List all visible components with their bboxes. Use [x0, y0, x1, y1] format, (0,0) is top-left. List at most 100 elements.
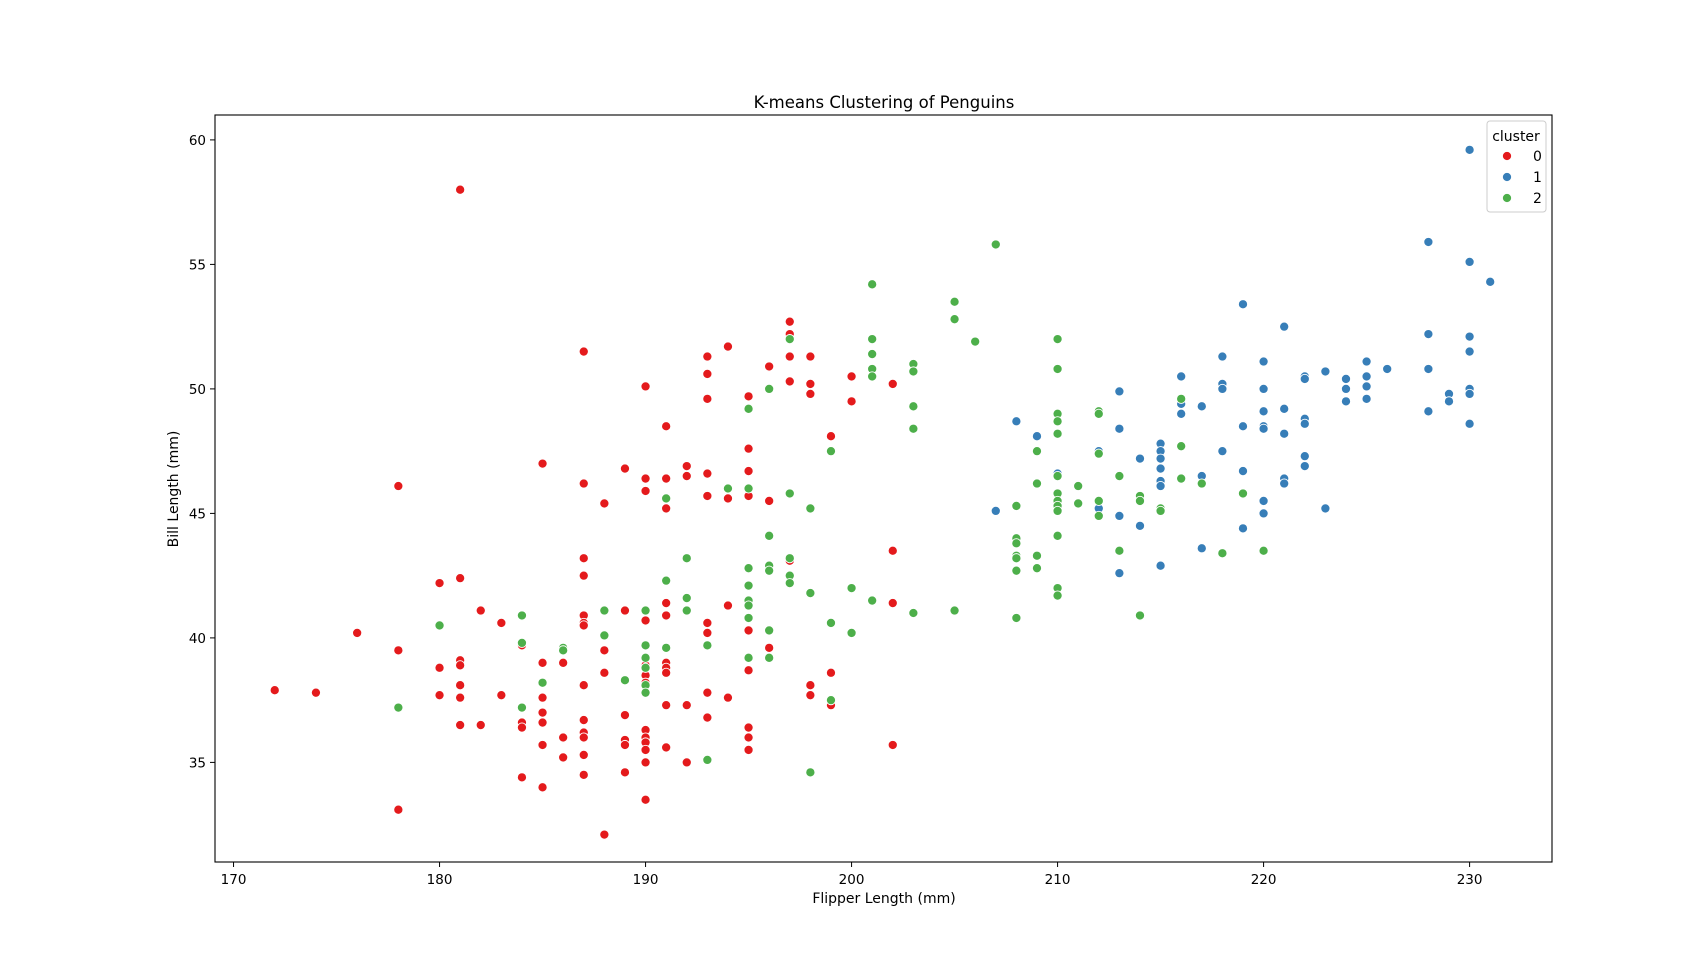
point-cluster-0	[578, 715, 589, 726]
point-cluster-1	[1258, 406, 1269, 417]
legend-marker-2	[1501, 192, 1513, 204]
point-cluster-2	[1052, 416, 1063, 427]
point-cluster-2	[1114, 470, 1125, 482]
point-cluster-0	[455, 184, 466, 195]
point-cluster-1	[1176, 408, 1187, 419]
point-cluster-2	[805, 503, 816, 514]
point-cluster-0	[661, 742, 672, 753]
point-cluster-0	[619, 767, 631, 778]
point-cluster-2	[516, 637, 528, 648]
point-cluster-2	[1011, 538, 1022, 549]
point-cluster-2	[722, 483, 734, 494]
point-cluster-0	[599, 645, 610, 656]
point-cluster-2	[825, 695, 837, 706]
point-cluster-1	[1320, 503, 1331, 514]
point-cluster-2	[1093, 495, 1104, 507]
point-cluster-0	[537, 657, 548, 668]
legend: cluster 0 1 2	[1486, 120, 1547, 213]
point-cluster-2	[908, 401, 919, 412]
point-cluster-0	[578, 346, 589, 357]
point-cluster-2	[681, 553, 692, 564]
point-cluster-0	[702, 393, 713, 404]
point-cluster-2	[743, 580, 754, 591]
point-cluster-2	[846, 627, 857, 638]
point-cluster-1	[1464, 418, 1475, 429]
point-cluster-2	[1134, 610, 1146, 621]
point-cluster-2	[1196, 478, 1207, 489]
point-cluster-2	[1093, 408, 1104, 419]
point-cluster-1	[1423, 406, 1434, 417]
point-cluster-2	[434, 620, 445, 631]
point-cluster-1	[1155, 453, 1166, 464]
point-cluster-1	[1361, 381, 1372, 392]
point-cluster-1	[1011, 416, 1022, 427]
point-cluster-1	[1237, 299, 1249, 310]
point-cluster-0	[681, 461, 692, 472]
point-cluster-2	[743, 403, 754, 414]
point-cluster-2	[825, 446, 837, 457]
point-cluster-1	[1340, 383, 1352, 394]
point-cluster-1	[990, 505, 1001, 516]
point-cluster-1	[1196, 543, 1207, 554]
chart-title: K-means Clustering of Penguins	[754, 93, 1015, 112]
point-cluster-2	[1114, 545, 1125, 556]
point-cluster-2	[764, 565, 775, 576]
point-cluster-1	[1237, 523, 1249, 534]
point-cluster-2	[1093, 510, 1104, 521]
point-cluster-2	[1031, 478, 1043, 489]
legend-marker-1	[1501, 171, 1513, 183]
point-cluster-0	[825, 667, 837, 678]
point-cluster-2	[867, 371, 878, 382]
point-cluster-2	[1052, 530, 1063, 541]
point-cluster-2	[805, 767, 816, 778]
legend-label-0: 0	[1533, 149, 1542, 165]
point-cluster-2	[784, 553, 795, 564]
point-cluster-1	[1464, 256, 1475, 267]
point-cluster-2	[393, 702, 404, 713]
point-cluster-2	[846, 583, 857, 594]
point-cluster-0	[599, 667, 610, 678]
point-cluster-0	[702, 687, 713, 698]
point-cluster-0	[722, 341, 734, 352]
point-cluster-2	[908, 607, 919, 619]
point-cluster-0	[537, 782, 548, 793]
point-cluster-1	[1279, 403, 1290, 414]
point-cluster-0	[578, 769, 589, 780]
point-cluster-2	[764, 652, 775, 663]
point-cluster-2	[516, 610, 528, 621]
point-cluster-0	[558, 657, 569, 668]
point-cluster-0	[702, 712, 713, 723]
point-cluster-2	[1052, 590, 1063, 601]
point-cluster-0	[661, 700, 672, 711]
point-cluster-0	[599, 498, 610, 509]
point-cluster-0	[743, 443, 754, 454]
point-cluster-1	[1114, 510, 1125, 521]
point-cluster-2	[908, 366, 919, 377]
point-cluster-0	[681, 700, 692, 711]
point-cluster-2	[619, 675, 631, 686]
y-tick-label: 55	[189, 257, 206, 273]
point-cluster-0	[537, 458, 548, 469]
point-cluster-0	[578, 749, 589, 760]
point-cluster-2	[949, 296, 960, 307]
point-cluster-0	[310, 687, 321, 698]
point-cluster-0	[661, 421, 672, 432]
point-cluster-2	[681, 605, 692, 616]
y-tick-label: 50	[189, 382, 206, 398]
point-cluster-1	[1258, 423, 1269, 434]
point-cluster-0	[558, 732, 569, 743]
point-cluster-0	[434, 662, 445, 673]
point-cluster-0	[516, 772, 528, 783]
point-cluster-2	[867, 348, 878, 360]
point-cluster-0	[805, 680, 816, 691]
point-cluster-1	[1299, 451, 1310, 462]
point-cluster-0	[558, 752, 569, 763]
point-cluster-2	[599, 630, 610, 641]
point-cluster-2	[825, 617, 837, 629]
point-cluster-1	[1217, 446, 1228, 457]
point-cluster-0	[578, 553, 589, 564]
point-cluster-0	[578, 732, 589, 743]
point-cluster-2	[661, 493, 672, 504]
point-cluster-0	[455, 720, 466, 731]
